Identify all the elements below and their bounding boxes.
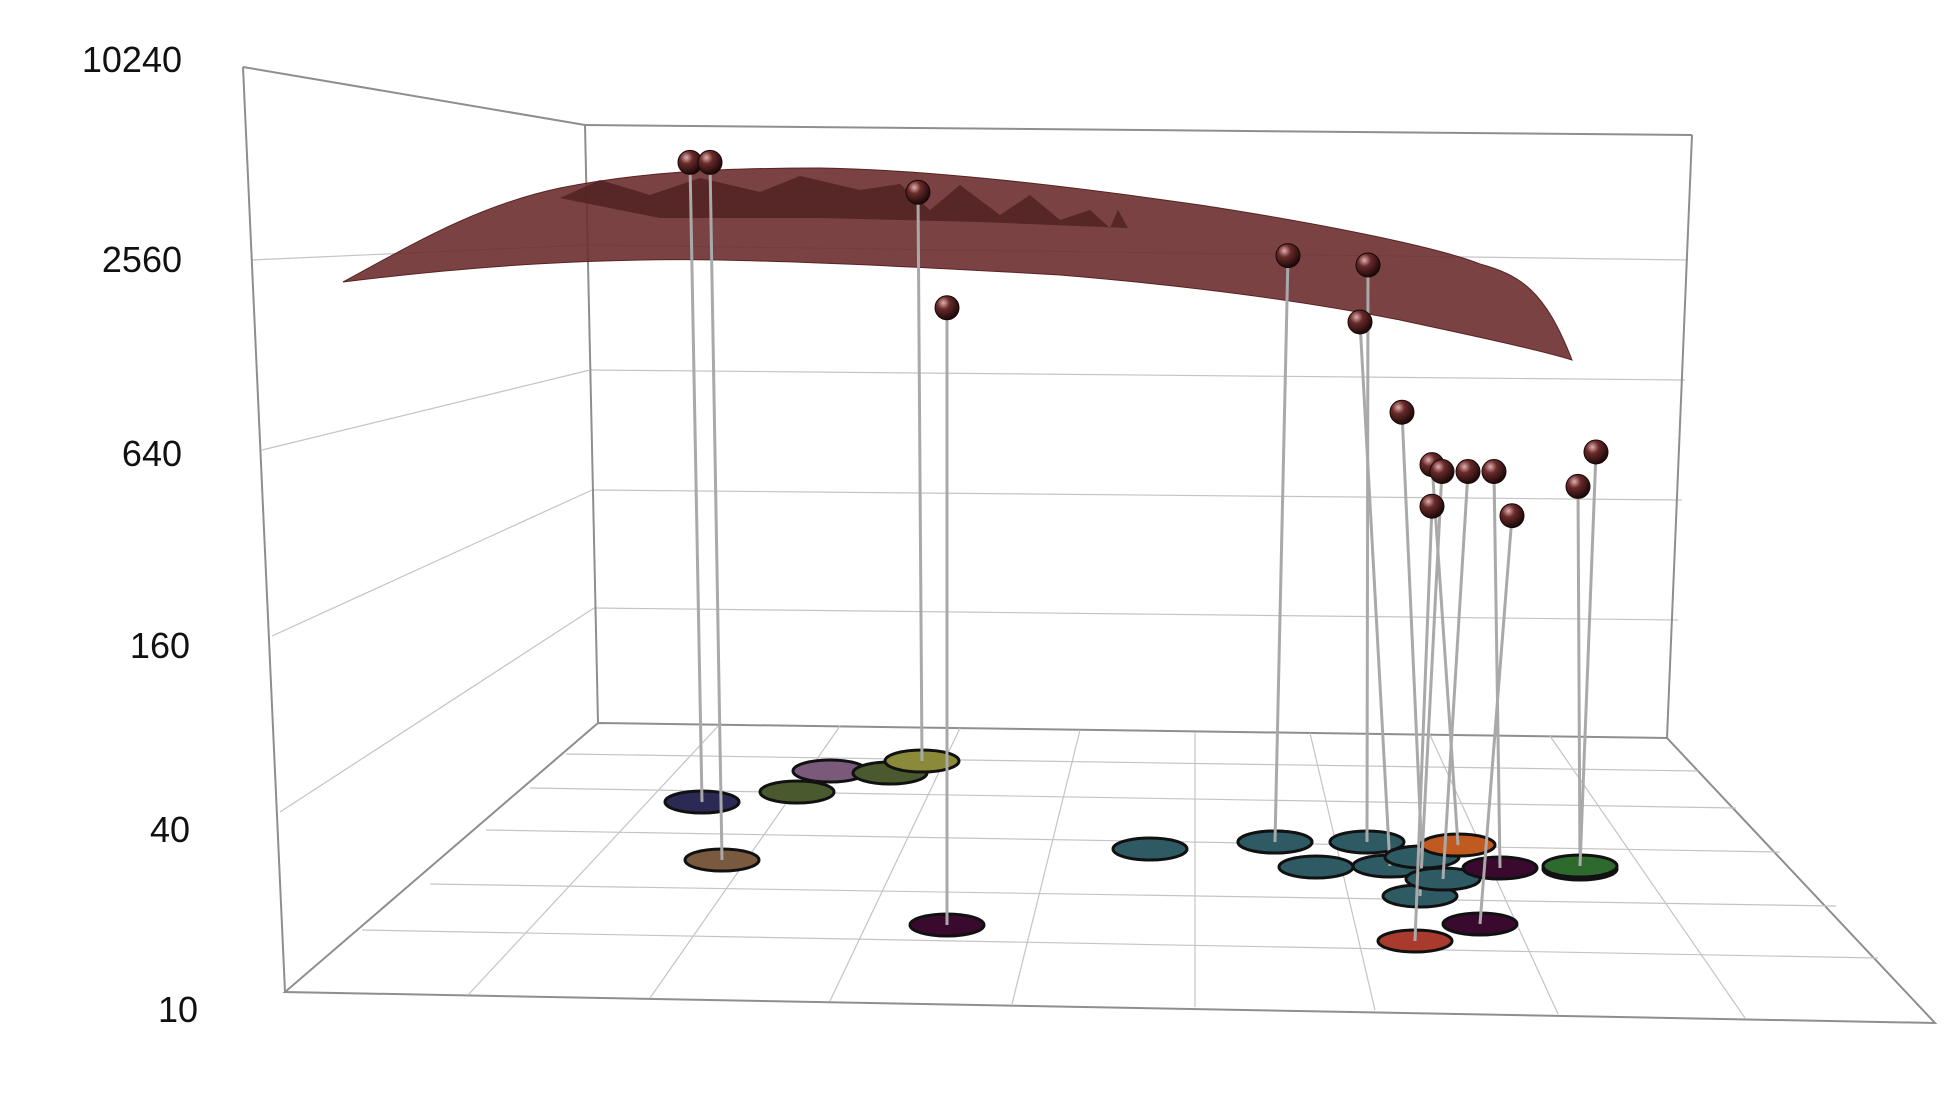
- z-tick-label: 10240: [82, 39, 182, 80]
- point-stem: [918, 192, 922, 761]
- point-stem: [1367, 265, 1368, 842]
- floor: [285, 723, 1935, 1023]
- data-point-sphere: [1456, 460, 1480, 484]
- z-tick-label: 2560: [102, 239, 182, 280]
- data-point-sphere: [1356, 253, 1380, 277]
- floor-marker: [1279, 856, 1353, 878]
- data-point-sphere: [1482, 460, 1506, 484]
- floor-marker: [760, 781, 834, 803]
- point-stem: [1578, 486, 1580, 869]
- data-point-sphere: [1566, 474, 1590, 498]
- data-point-sphere: [906, 180, 930, 204]
- data-point-sphere: [1276, 244, 1300, 268]
- z-tick-label: 10: [158, 989, 198, 1030]
- z-tick-label: 640: [122, 433, 182, 474]
- data-point-sphere: [1390, 400, 1414, 424]
- data-point-sphere: [935, 296, 959, 320]
- data-point-sphere: [1420, 494, 1444, 518]
- z-axis-ticks: 10240 2560 640 160 40 10: [82, 39, 198, 1030]
- floor-marker: [1113, 838, 1187, 860]
- data-point-sphere: [698, 150, 722, 174]
- z-tick-label: 40: [150, 809, 190, 850]
- data-point-sphere: [1348, 310, 1372, 334]
- data-point-sphere: [1430, 460, 1454, 484]
- fitted-surface: [343, 168, 1572, 360]
- z-tick-label: 160: [130, 625, 190, 666]
- data-point-sphere: [1584, 440, 1608, 464]
- data-point-sphere: [1500, 504, 1524, 528]
